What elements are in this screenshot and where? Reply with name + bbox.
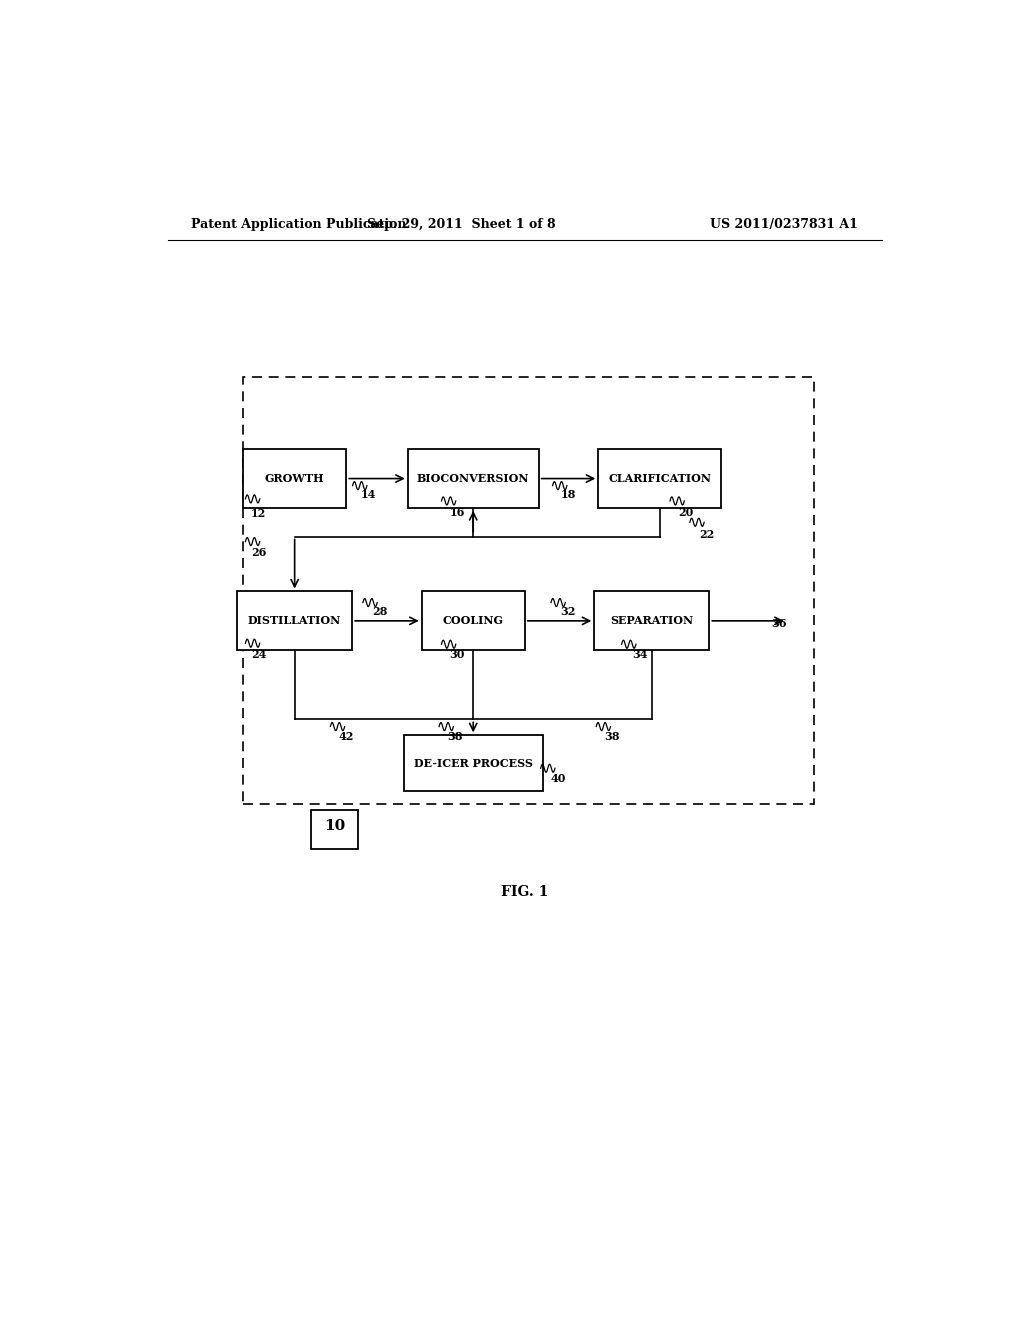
Text: CLARIFICATION: CLARIFICATION [608, 473, 712, 484]
Text: 16: 16 [450, 507, 465, 517]
Text: 22: 22 [699, 529, 715, 540]
Text: DE-ICER PROCESS: DE-ICER PROCESS [414, 758, 532, 768]
Text: 18: 18 [560, 488, 575, 500]
Text: COOLING: COOLING [442, 615, 504, 627]
Bar [403, 735, 543, 791]
Bar [243, 449, 346, 508]
Text: Sep. 29, 2011  Sheet 1 of 8: Sep. 29, 2011 Sheet 1 of 8 [367, 218, 556, 231]
Text: 12: 12 [251, 508, 266, 519]
Text: 36: 36 [771, 618, 786, 628]
Text: GROWTH: GROWTH [265, 473, 325, 484]
Text: 14: 14 [360, 488, 376, 500]
Text: 40: 40 [550, 774, 565, 784]
Text: US 2011/0237831 A1: US 2011/0237831 A1 [711, 218, 858, 231]
Text: DISTILLATION: DISTILLATION [248, 615, 341, 627]
Bar [422, 591, 524, 651]
Bar [310, 810, 358, 849]
Text: 28: 28 [373, 606, 388, 616]
Bar [594, 591, 710, 651]
Text: 24: 24 [251, 649, 266, 660]
Text: FIG. 1: FIG. 1 [501, 886, 549, 899]
Text: BIOCONVERSION: BIOCONVERSION [417, 473, 529, 484]
Text: 34: 34 [632, 649, 647, 660]
Text: 20: 20 [678, 507, 693, 517]
Text: Patent Application Publication: Patent Application Publication [191, 218, 407, 231]
Text: 26: 26 [251, 546, 266, 557]
Text: 42: 42 [338, 731, 353, 742]
Text: 38: 38 [447, 731, 463, 742]
Text: 32: 32 [560, 606, 575, 616]
Text: 30: 30 [450, 649, 465, 660]
Bar [243, 378, 814, 804]
Bar [598, 449, 721, 508]
Bar [238, 591, 352, 651]
Text: SEPARATION: SEPARATION [610, 615, 693, 627]
Bar [408, 449, 539, 508]
Text: 10: 10 [324, 820, 345, 833]
Text: 38: 38 [604, 731, 620, 742]
